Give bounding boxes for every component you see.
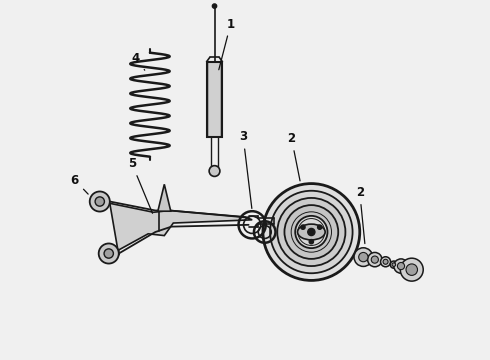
Text: 2: 2 — [356, 186, 365, 244]
Circle shape — [277, 198, 345, 266]
Circle shape — [400, 258, 423, 281]
Text: 5: 5 — [128, 157, 152, 213]
Circle shape — [394, 259, 408, 273]
Circle shape — [308, 228, 315, 235]
Bar — [207, 62, 222, 137]
Text: 4: 4 — [131, 51, 145, 70]
Circle shape — [354, 248, 373, 266]
Circle shape — [104, 249, 113, 258]
Circle shape — [309, 239, 314, 244]
Circle shape — [301, 225, 305, 229]
Circle shape — [90, 192, 110, 212]
Ellipse shape — [297, 224, 325, 240]
Circle shape — [270, 191, 353, 273]
Text: 6: 6 — [71, 174, 88, 194]
Circle shape — [383, 259, 388, 264]
Text: 2: 2 — [288, 132, 300, 181]
Circle shape — [263, 184, 360, 280]
Circle shape — [295, 216, 327, 248]
Polygon shape — [158, 184, 171, 211]
Circle shape — [98, 243, 119, 264]
Bar — [207, 62, 222, 137]
Circle shape — [209, 166, 220, 176]
Polygon shape — [110, 203, 252, 255]
Bar — [207, 62, 209, 137]
Bar — [220, 62, 222, 137]
Circle shape — [397, 262, 405, 270]
Circle shape — [318, 225, 322, 229]
Circle shape — [392, 263, 395, 266]
Text: 3: 3 — [239, 130, 252, 208]
Circle shape — [381, 257, 391, 267]
Circle shape — [390, 261, 397, 268]
Text: 1: 1 — [219, 18, 235, 70]
Circle shape — [95, 197, 104, 206]
Circle shape — [368, 252, 382, 267]
Circle shape — [406, 264, 417, 275]
Circle shape — [359, 252, 368, 262]
Circle shape — [371, 256, 378, 263]
Circle shape — [212, 4, 217, 8]
Circle shape — [285, 205, 338, 259]
